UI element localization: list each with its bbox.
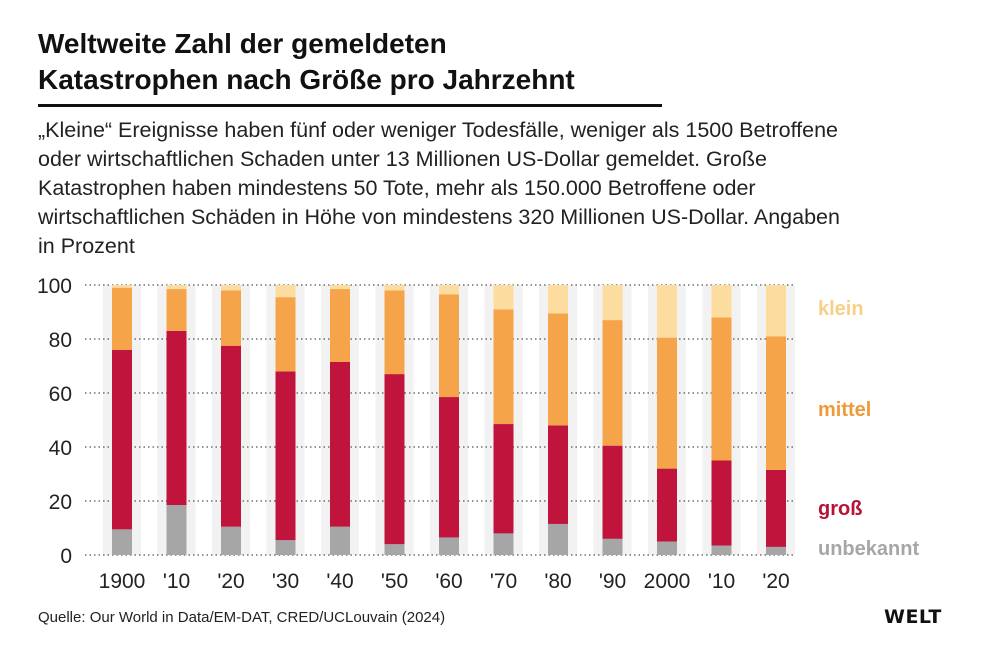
bar-segment-mittel [548, 313, 568, 426]
bar-segment-unbekannt [602, 538, 623, 555]
bar-segment-groß [439, 397, 459, 538]
bar-segment-groß [657, 468, 677, 542]
y-tick-label: 20 [49, 491, 72, 514]
bar-segment-unbekannt [711, 545, 732, 555]
chart-subtitle: „Kleine“ Ereignisse haben fünf oder weni… [38, 118, 840, 258]
bar-segment-mittel [766, 336, 786, 470]
bar-segment-klein [166, 285, 187, 290]
bar-segment-groß [221, 345, 241, 527]
bar-segment-mittel [439, 294, 459, 398]
bar-segment-mittel [330, 289, 350, 362]
bar-segment-groß [384, 374, 405, 545]
source-note: Quelle: Our World in Data/EM-DAT, CRED/U… [38, 609, 446, 626]
bar-segment-unbekannt [657, 541, 677, 555]
y-tick-label: 100 [37, 275, 72, 298]
bar-segment-klein [657, 285, 677, 338]
legend-label-mittel: mittel [818, 399, 871, 421]
bar-segment-mittel [112, 287, 132, 350]
bar-segment-klein [493, 285, 514, 310]
bar-segment-groß [711, 460, 732, 546]
bar-segment-klein [548, 285, 568, 314]
bar-segment-unbekannt [548, 523, 568, 555]
bar-segment-unbekannt [766, 546, 786, 555]
bar-segment-klein [602, 285, 623, 321]
bar-segment-mittel [602, 320, 623, 446]
title-underline [38, 104, 662, 107]
bar-segment-unbekannt [221, 526, 241, 555]
bar-segment-unbekannt [439, 537, 459, 555]
bar-segment-unbekannt [275, 540, 296, 555]
bar-segment-groß [112, 349, 132, 530]
x-tick-label: '90 [599, 570, 626, 593]
bar-segment-unbekannt [493, 533, 514, 555]
bar-segment-mittel [384, 290, 405, 375]
x-tick-label: '60 [435, 570, 462, 593]
chart-title-line-2: Katastrophen nach Größe pro Jahrzehnt [38, 64, 575, 95]
y-tick-label: 80 [49, 329, 72, 352]
x-tick-label: 1900 [99, 570, 146, 593]
legend-label-groß: groß [818, 498, 862, 520]
x-tick-label: '10 [708, 570, 735, 593]
bar-segment-groß [166, 330, 187, 506]
bar-segment-klein [221, 285, 241, 291]
bar-segment-klein [275, 285, 296, 298]
bar-segment-groß [602, 445, 623, 539]
bar-segment-mittel [166, 289, 187, 331]
y-tick-label: 40 [49, 437, 72, 460]
bar-segment-mittel [275, 297, 296, 372]
chart-title-line-1: Weltweite Zahl der gemeldeten [38, 28, 447, 59]
chart-title: Weltweite Zahl der gemeldeten Katastroph… [38, 26, 678, 98]
bar-segment-klein [330, 285, 350, 290]
bar-segment-groß [330, 361, 350, 527]
bar-segment-mittel [221, 290, 241, 346]
y-tick-label: 0 [60, 545, 72, 568]
bar-segment-unbekannt [384, 544, 405, 555]
legend-label-klein: klein [818, 298, 864, 320]
y-tick-label: 60 [49, 383, 72, 406]
x-tick-label: '20 [762, 570, 789, 593]
bar-segment-groß [766, 469, 786, 547]
x-tick-label: '30 [272, 570, 299, 593]
x-tick-label: '40 [326, 570, 353, 593]
legend-label-unbekannt: unbekannt [818, 538, 919, 560]
bar-segment-groß [275, 371, 296, 541]
bar-segment-unbekannt [166, 505, 187, 555]
bar-segment-groß [548, 425, 568, 524]
bar-segment-klein [766, 285, 786, 337]
x-tick-label: '70 [490, 570, 517, 593]
x-tick-label: '50 [381, 570, 408, 593]
stacked-bar-chart: 0 20 40 60 80 100 1900 '10 '20 '30 '40 '50 '60 '70 '80… [37, 275, 920, 593]
welt-logo: WELT [884, 606, 942, 628]
bar-segment-unbekannt [330, 526, 350, 555]
x-tick-label: '10 [163, 570, 190, 593]
bar-segment-klein [112, 285, 132, 288]
x-tick-label: '80 [544, 570, 571, 593]
bar-segment-groß [493, 424, 514, 534]
bar-segment-unbekannt [112, 529, 132, 555]
bar-segment-klein [439, 285, 459, 295]
x-tick-label: '20 [217, 570, 244, 593]
x-tick-label: 2000 [644, 570, 691, 593]
bar-segment-klein [384, 285, 405, 291]
bar-segment-mittel [493, 309, 514, 425]
bar-segment-klein [711, 285, 732, 318]
bar-segment-mittel [711, 317, 732, 461]
bar-segment-mittel [657, 337, 677, 469]
